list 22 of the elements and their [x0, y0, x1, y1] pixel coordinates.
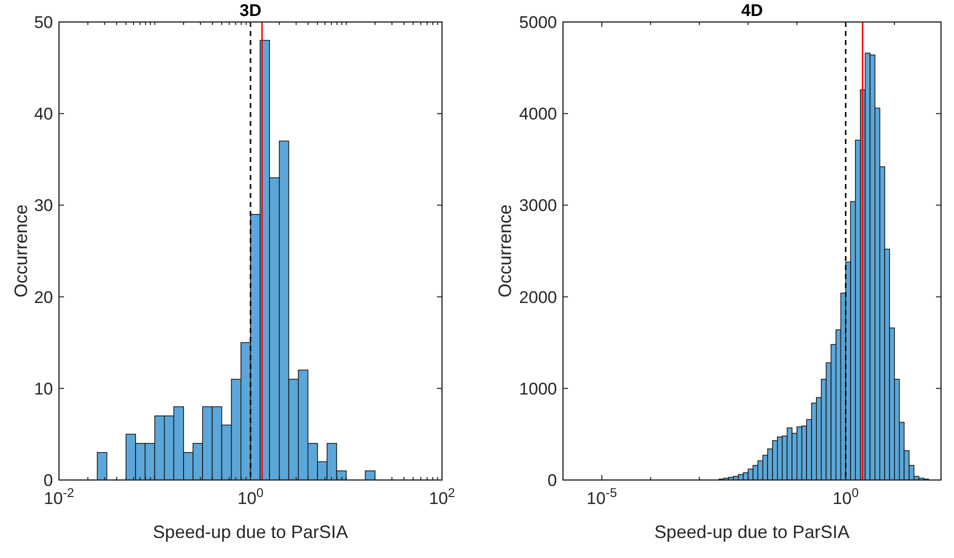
x-tick-label: 10$^{2}$ — [428, 484, 456, 508]
y-tick-label: 20 — [34, 288, 53, 307]
x-axis-title: Speed-up due to ParSIA — [152, 522, 348, 542]
x-tick-label: 10$^{0}$ — [237, 484, 264, 508]
y-tick-label: 30 — [34, 196, 53, 216]
y-axis-title: Occurrence — [11, 204, 31, 298]
x-tick-label: 10$^{0}$ — [832, 484, 859, 508]
y-tick-label: 0 — [548, 471, 557, 490]
y-tick-label: 3000 — [519, 196, 557, 216]
chart-title: 4D — [741, 1, 763, 20]
y-tick-label: 0 — [44, 471, 53, 490]
chart-title: 3D — [240, 1, 262, 20]
y-tick-label: 50 — [34, 13, 53, 32]
y-tick-label: 2000 — [519, 288, 557, 307]
y-tick-label: 4000 — [519, 104, 557, 124]
y-axis-title: Occurrence — [495, 204, 515, 298]
x-tick-label: 10$^{-5}$ — [586, 484, 617, 508]
x-axis-title: Speed-up due to ParSIA — [654, 522, 850, 542]
y-tick-label: 1000 — [519, 379, 557, 398]
y-tick-label: 40 — [34, 104, 53, 124]
y-tick-label: 10 — [34, 379, 53, 398]
y-tick-label: 5000 — [519, 13, 557, 32]
